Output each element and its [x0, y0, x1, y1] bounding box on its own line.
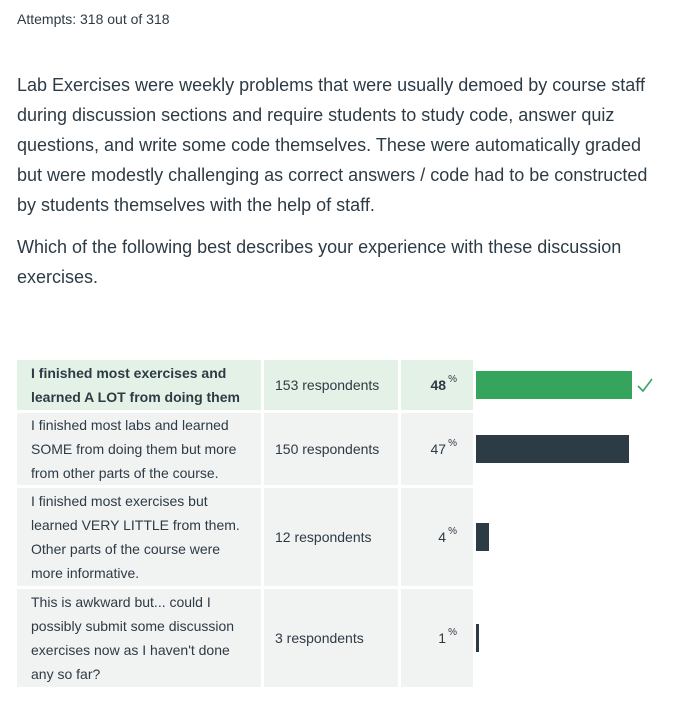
answer-row-0: I finished most exercises and learned A … — [17, 360, 675, 410]
percentage: 1% — [401, 589, 473, 687]
result-bar — [476, 624, 479, 652]
answer-text: I finished most labs and learned SOME fr… — [17, 413, 261, 485]
percent-sign: % — [448, 437, 457, 449]
answer-row-3: This is awkward but... could I possibly … — [17, 589, 675, 687]
percent-sign: % — [448, 525, 457, 537]
result-bar-track — [476, 488, 634, 586]
result-bar — [476, 523, 489, 551]
question-prompt: Which of the following best describes yo… — [17, 237, 622, 287]
answer-text: I finished most exercises but learned VE… — [17, 488, 261, 586]
percentage-value: 48 — [430, 377, 447, 393]
percentage: 47% — [401, 413, 473, 485]
respondent-count: 12 respondents — [264, 488, 398, 586]
answer-text: This is awkward but... could I possibly … — [17, 589, 261, 687]
percentage-value: 47 — [430, 441, 447, 457]
percentage: 4% — [401, 488, 473, 586]
respondent-count: 150 respondents — [264, 413, 398, 485]
result-bar — [476, 435, 629, 463]
result-bar-track — [476, 413, 634, 485]
percentage: 48% — [401, 360, 473, 410]
percentage-value: 4 — [438, 529, 447, 545]
result-bar-track — [476, 360, 653, 410]
answer-row-2: I finished most exercises but learned VE… — [17, 488, 675, 586]
respondent-count: 3 respondents — [264, 589, 398, 687]
answer-results: I finished most exercises and learned A … — [17, 360, 675, 690]
question-text: Lab Exercises were weekly problems that … — [17, 70, 657, 304]
answer-text: I finished most exercises and learned A … — [17, 360, 261, 410]
question-description: Lab Exercises were weekly problems that … — [17, 75, 648, 215]
percent-sign: % — [448, 626, 457, 638]
result-bar-track — [476, 589, 634, 687]
answer-row-1: I finished most labs and learned SOME fr… — [17, 413, 675, 485]
result-bar — [476, 371, 632, 399]
attempts-count: Attempts: 318 out of 318 — [17, 11, 170, 27]
respondent-count: 153 respondents — [264, 360, 398, 410]
checkmark-icon — [637, 378, 653, 393]
percent-sign: % — [448, 373, 457, 385]
percentage-value: 1 — [438, 630, 447, 646]
